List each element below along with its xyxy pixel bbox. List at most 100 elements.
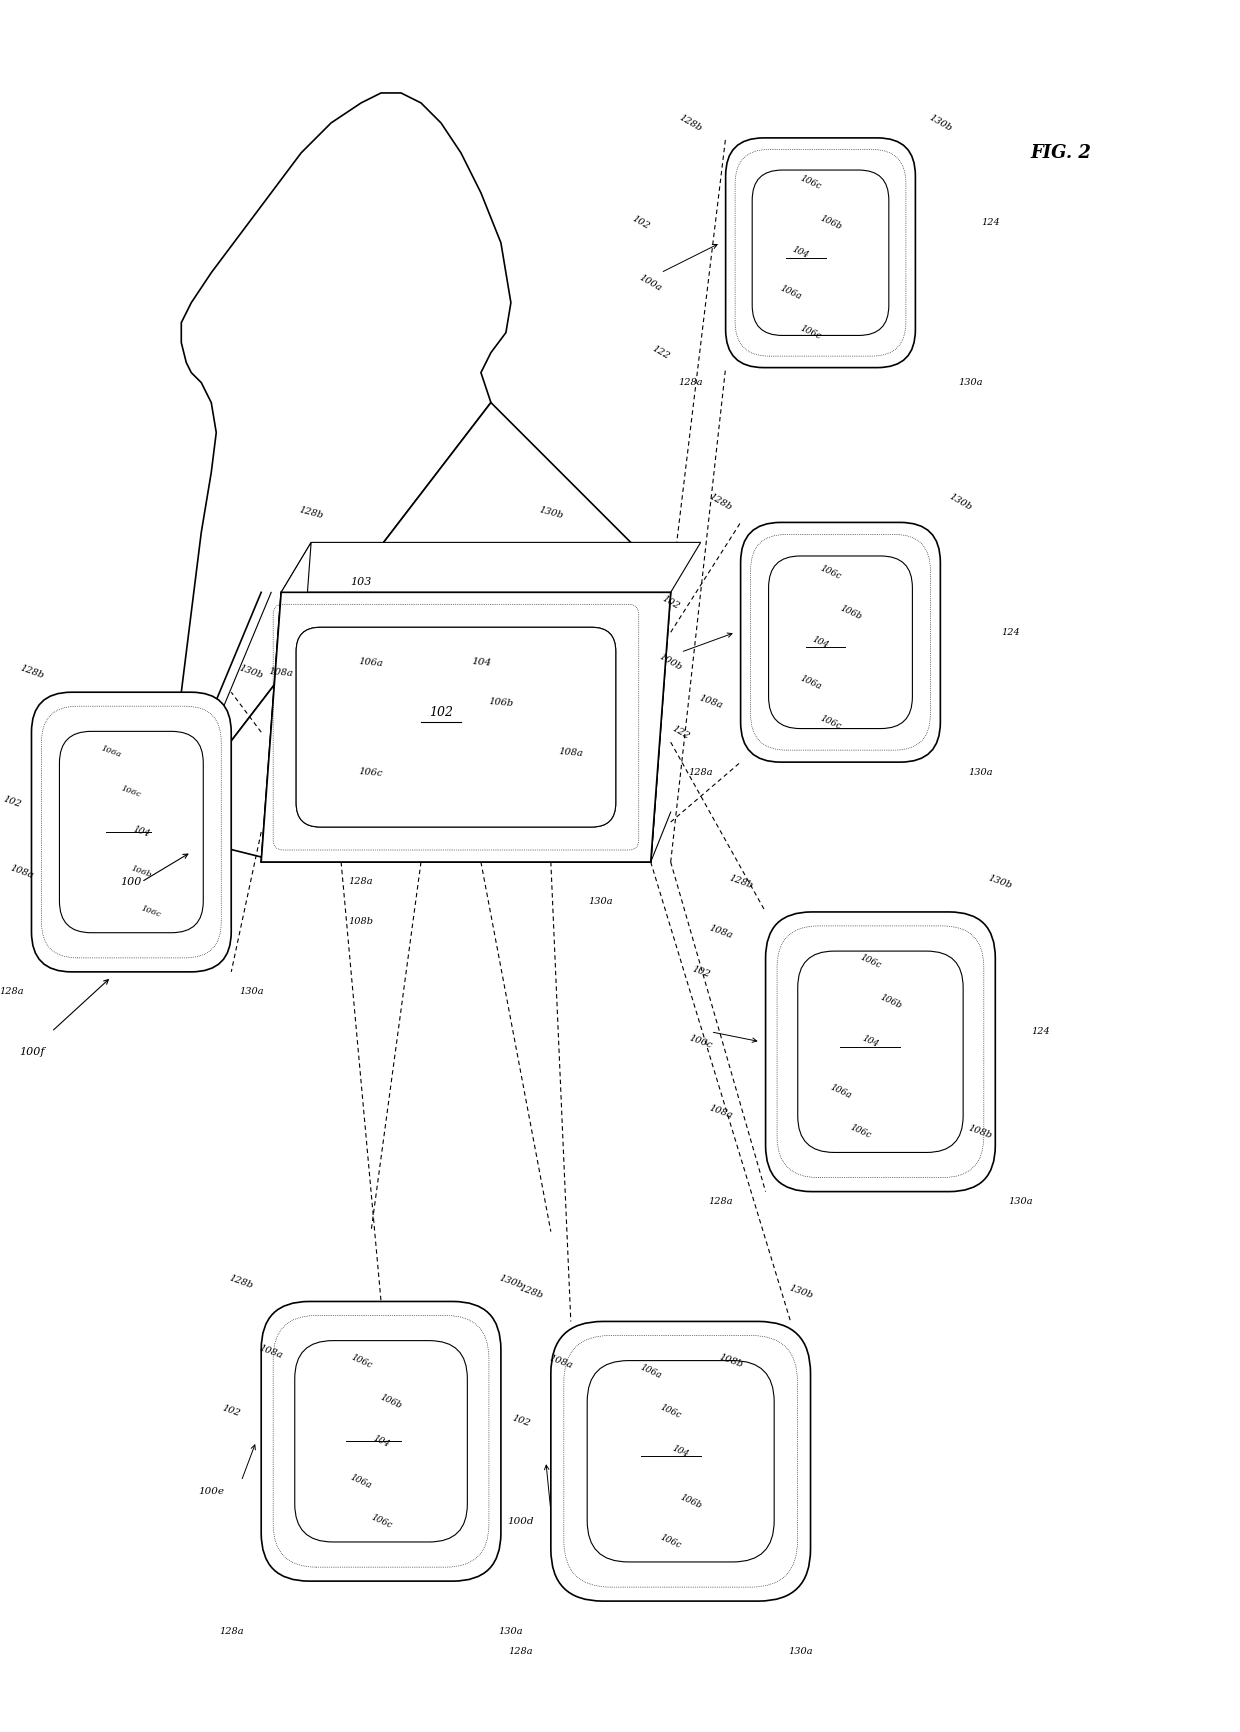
Text: FIG. 2: FIG. 2 — [1030, 144, 1091, 161]
FancyBboxPatch shape — [295, 1341, 467, 1541]
Text: 106c: 106c — [370, 1512, 393, 1529]
Polygon shape — [281, 542, 701, 592]
Text: 106c: 106c — [818, 714, 842, 731]
Text: 104: 104 — [371, 1434, 391, 1450]
Text: 102: 102 — [630, 215, 651, 232]
FancyBboxPatch shape — [588, 1361, 774, 1562]
FancyBboxPatch shape — [551, 1322, 811, 1600]
Text: 106b: 106b — [678, 1493, 703, 1510]
Text: 128a: 128a — [0, 987, 24, 996]
Text: 130b: 130b — [787, 1283, 813, 1301]
Polygon shape — [262, 592, 671, 863]
FancyBboxPatch shape — [296, 627, 616, 828]
Text: 130a: 130a — [589, 897, 613, 906]
Text: 102: 102 — [661, 594, 681, 611]
Polygon shape — [161, 402, 671, 863]
Text: 104: 104 — [131, 824, 151, 840]
Text: 128b: 128b — [298, 504, 325, 520]
Text: 124: 124 — [981, 218, 999, 227]
Text: 106a: 106a — [799, 674, 822, 691]
Text: 128a: 128a — [708, 1197, 733, 1205]
Text: 106b: 106b — [878, 992, 903, 1011]
Text: 102: 102 — [511, 1413, 531, 1429]
Text: 128a: 128a — [678, 378, 703, 386]
FancyBboxPatch shape — [740, 523, 940, 762]
Text: 100f: 100f — [19, 1046, 45, 1057]
Text: 106a: 106a — [358, 656, 383, 669]
Text: 130b: 130b — [928, 113, 954, 133]
Text: 100c: 100c — [688, 1034, 713, 1050]
FancyBboxPatch shape — [296, 627, 616, 828]
Text: 108a: 108a — [708, 923, 734, 940]
Text: 106b: 106b — [489, 696, 513, 708]
Polygon shape — [262, 542, 311, 863]
Text: 122: 122 — [671, 724, 691, 741]
Text: 106c: 106c — [799, 173, 822, 192]
Text: 106a: 106a — [348, 1472, 373, 1490]
Text: 124: 124 — [1030, 1027, 1049, 1036]
Text: 108a: 108a — [9, 864, 35, 880]
Text: 108b: 108b — [717, 1353, 744, 1370]
Text: 106a: 106a — [639, 1363, 663, 1380]
Text: 108b: 108b — [967, 1122, 993, 1140]
Polygon shape — [262, 592, 671, 863]
Text: 108b: 108b — [348, 918, 373, 927]
Text: 106c: 106c — [658, 1403, 683, 1420]
Text: 106a: 106a — [779, 284, 802, 301]
FancyBboxPatch shape — [797, 951, 963, 1152]
Text: 102: 102 — [221, 1405, 242, 1419]
Text: 106c: 106c — [858, 953, 883, 970]
Text: 128b: 128b — [517, 1283, 544, 1301]
Text: 108a: 108a — [698, 695, 724, 710]
Text: 100: 100 — [120, 876, 143, 887]
Text: 130b: 130b — [987, 873, 1013, 890]
Text: 106a: 106a — [100, 745, 123, 760]
Text: 106c: 106c — [799, 324, 822, 341]
Text: 124: 124 — [1001, 627, 1019, 637]
Text: 130b: 130b — [497, 1273, 525, 1290]
Polygon shape — [161, 94, 511, 831]
Text: 106c: 106c — [140, 904, 162, 920]
Text: 106b: 106b — [378, 1393, 403, 1410]
Text: 104: 104 — [811, 634, 831, 650]
FancyBboxPatch shape — [60, 731, 203, 934]
Text: 102: 102 — [429, 705, 453, 719]
Text: 106c: 106c — [358, 767, 383, 778]
Text: 108a: 108a — [708, 1103, 734, 1121]
Text: 100e: 100e — [198, 1486, 224, 1496]
Text: 128b: 128b — [19, 663, 45, 681]
Text: 106c: 106c — [120, 785, 143, 800]
Text: 130a: 130a — [498, 1626, 523, 1635]
FancyBboxPatch shape — [262, 1301, 501, 1581]
Text: 100b: 100b — [657, 653, 683, 672]
Text: 106c: 106c — [350, 1353, 373, 1370]
Text: 130a: 130a — [789, 1647, 813, 1656]
Text: 128b: 128b — [228, 1273, 254, 1290]
Text: 128b: 128b — [677, 113, 704, 133]
Text: 106b: 106b — [818, 213, 843, 232]
Text: 108a: 108a — [558, 746, 584, 757]
Text: 122: 122 — [650, 345, 671, 362]
Text: 106b: 106b — [130, 864, 153, 880]
Text: 130b: 130b — [238, 663, 264, 681]
FancyBboxPatch shape — [725, 139, 915, 367]
Text: 128a: 128a — [348, 878, 373, 887]
Text: 128b: 128b — [728, 873, 754, 890]
Text: 106c: 106c — [848, 1122, 873, 1140]
Text: 106c: 106c — [658, 1533, 683, 1550]
FancyBboxPatch shape — [753, 170, 889, 336]
Text: 128a: 128a — [219, 1626, 243, 1635]
Text: 100a: 100a — [637, 272, 663, 293]
Text: 130b: 130b — [538, 504, 564, 520]
Text: 130a: 130a — [968, 767, 993, 776]
Text: 108a: 108a — [548, 1353, 574, 1370]
Text: 102: 102 — [691, 965, 711, 979]
Text: 106a: 106a — [828, 1082, 853, 1100]
Text: 104: 104 — [671, 1443, 691, 1458]
FancyBboxPatch shape — [769, 556, 913, 729]
Text: 100d: 100d — [507, 1517, 534, 1526]
Text: 106c: 106c — [818, 563, 842, 582]
Text: 104: 104 — [791, 244, 810, 260]
Text: 130b: 130b — [947, 492, 973, 513]
FancyBboxPatch shape — [31, 693, 231, 972]
